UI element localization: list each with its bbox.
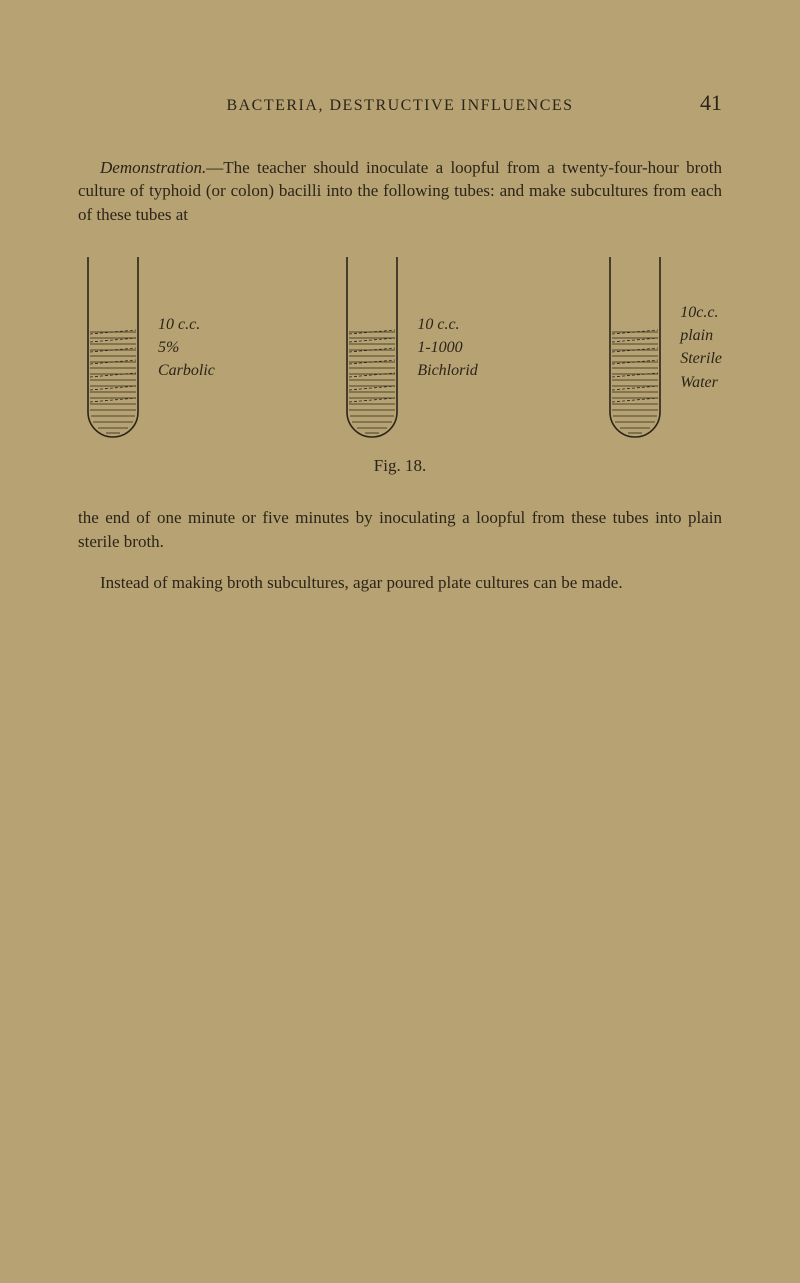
figure-caption: Fig. 18. — [78, 456, 722, 476]
label: 10 c.c. — [158, 313, 215, 336]
page-number: 41 — [682, 90, 722, 116]
p1-lead: Demonstration. — [100, 158, 206, 177]
label: 10 c.c. — [417, 313, 477, 336]
test-tube-icon — [337, 252, 407, 442]
label: 1-1000 — [417, 336, 477, 359]
paragraph-1: Demonstration.—The teacher should inocul… — [78, 156, 722, 226]
test-tube-icon — [600, 252, 670, 442]
label: Water — [680, 371, 722, 394]
tube-1-labels: 10 c.c. 5% Carbolic — [158, 313, 215, 383]
test-tube-icon — [78, 252, 148, 442]
paragraph-2: the end of one minute or five minutes by… — [78, 506, 722, 553]
label: plain — [680, 324, 722, 347]
figure-18: 10 c.c. 5% Carbolic — [78, 252, 722, 442]
page-header: BACTERIA, DESTRUCTIVE INFLUENCES 41 — [78, 90, 722, 116]
label: Bichlorid — [417, 359, 477, 382]
label: 10c.c. — [680, 301, 722, 324]
page: BACTERIA, DESTRUCTIVE INFLUENCES 41 Demo… — [0, 0, 800, 1283]
label: Sterile — [680, 347, 722, 370]
tube-group-1: 10 c.c. 5% Carbolic — [78, 252, 215, 442]
tube-group-3: 10c.c. plain Sterile Water — [600, 252, 722, 442]
tube-3-labels: 10c.c. plain Sterile Water — [680, 301, 722, 394]
paragraph-3: Instead of making broth subcultures, aga… — [78, 571, 722, 594]
label: Carbolic — [158, 359, 215, 382]
label: 5% — [158, 336, 215, 359]
tube-2-labels: 10 c.c. 1-1000 Bichlorid — [417, 313, 477, 383]
tube-group-2: 10 c.c. 1-1000 Bichlorid — [337, 252, 477, 442]
header-title: BACTERIA, DESTRUCTIVE INFLUENCES — [118, 97, 682, 115]
